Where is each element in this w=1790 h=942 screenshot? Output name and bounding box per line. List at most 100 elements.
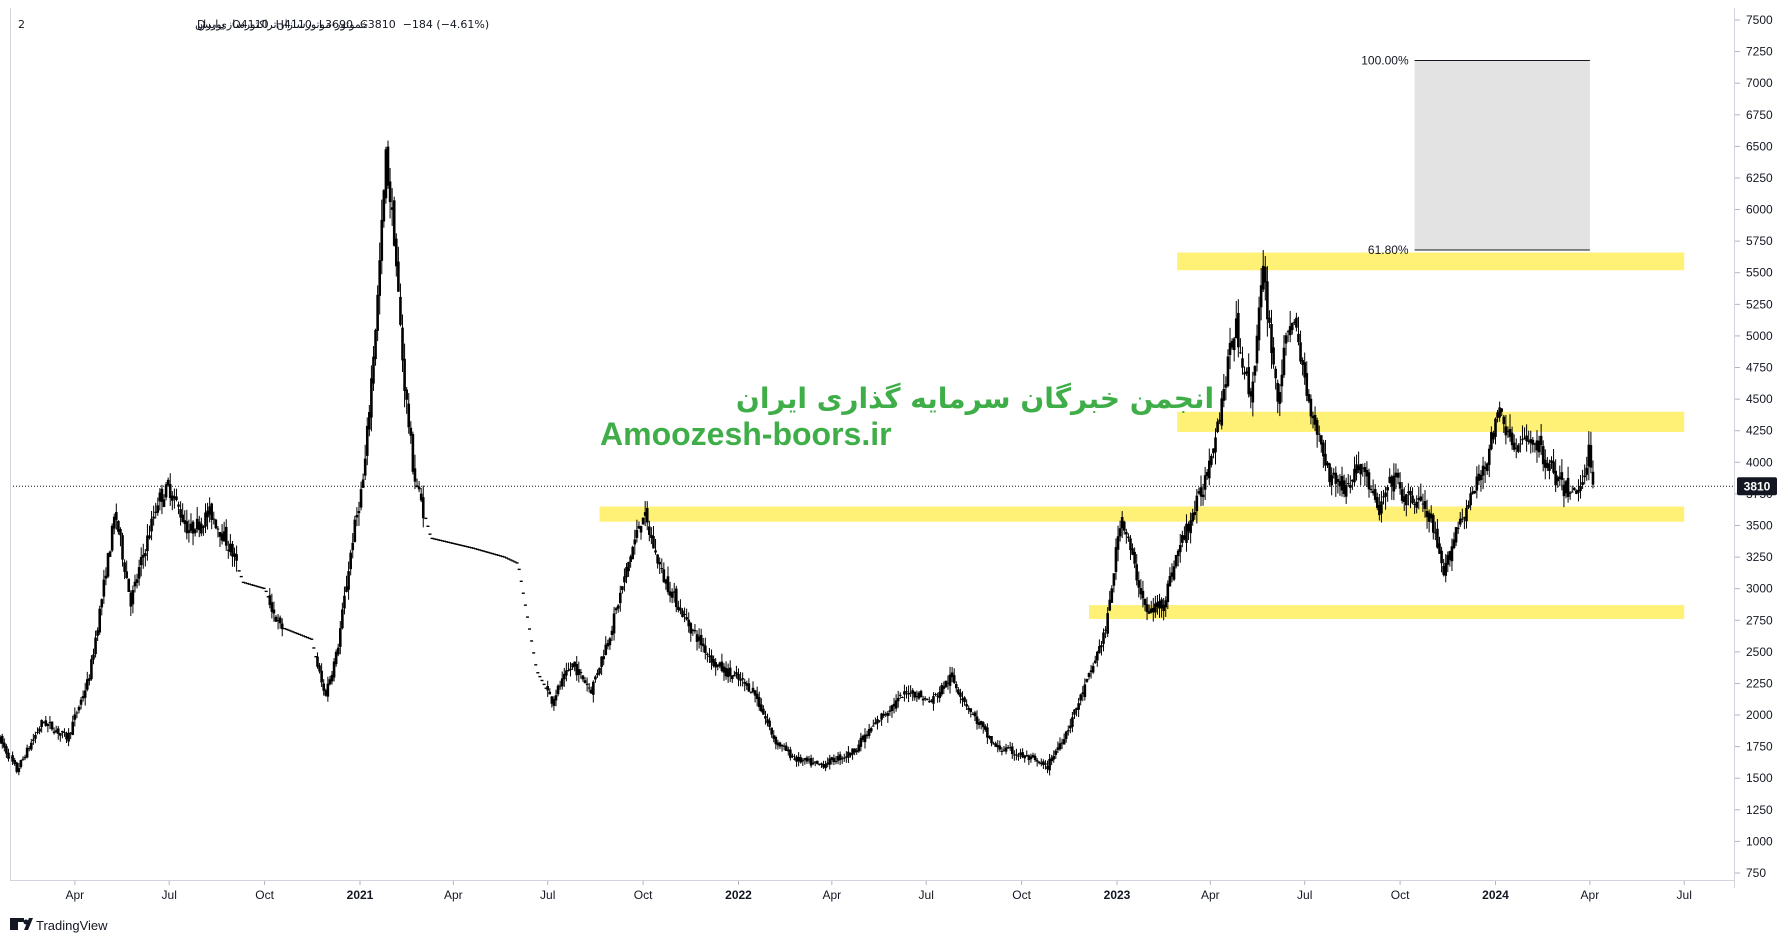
candle: [749, 691, 753, 694]
candle: [1570, 485, 1574, 493]
candle-body: [782, 745, 786, 747]
time-tick-label: 2022: [725, 888, 752, 902]
candle-body: [268, 595, 272, 605]
candle: [1210, 453, 1213, 468]
candle-body: [1382, 496, 1385, 498]
candle: [104, 567, 108, 586]
candle-body: [1500, 408, 1504, 412]
support-resistance-zone[interactable]: [599, 506, 1685, 522]
candle-body: [135, 579, 139, 583]
time-tick-label: Apr: [1201, 888, 1220, 902]
candle-body: [840, 758, 844, 760]
support-resistance-zone[interactable]: [1089, 605, 1685, 619]
candle: [855, 748, 859, 755]
candle: [1492, 430, 1495, 444]
candle: [1402, 487, 1406, 511]
candle-body: [96, 630, 99, 636]
candle: [81, 690, 85, 702]
candle-body: [650, 534, 653, 539]
candle: [807, 755, 811, 764]
candle: [631, 545, 635, 560]
candle-body: [191, 521, 195, 534]
candle: [235, 545, 238, 572]
candle: [1191, 508, 1194, 526]
candle-body: [749, 691, 753, 693]
candle: [770, 727, 773, 738]
candle: [1116, 525, 1120, 562]
candle-body: [384, 149, 388, 199]
candle: [971, 712, 975, 716]
candle-body: [774, 736, 778, 745]
candle: [1125, 528, 1128, 544]
candle-body: [1000, 750, 1004, 752]
support-resistance-zone[interactable]: [1177, 411, 1685, 432]
candle-body: [1539, 435, 1543, 446]
candle-body: [1278, 392, 1282, 404]
candle-body: [1579, 486, 1582, 491]
price-axis[interactable]: 7500 7250 7000 6750 6500 6250 6000 5750 5500 5250…: [1735, 13, 1773, 880]
candle-body: [716, 664, 720, 667]
candle-body: [1133, 551, 1136, 564]
candle: [1568, 491, 1572, 500]
chart-legend[interactable]: 2 خموتور-موتورسازان‌تراکتورسازی‌ایران D …: [18, 18, 489, 31]
candle: [932, 692, 935, 711]
candle: [1423, 490, 1427, 518]
candle-body: [417, 486, 421, 490]
candle: [328, 675, 332, 686]
candle-body: [81, 696, 85, 699]
candle-body: [419, 493, 423, 501]
candle-body: [42, 722, 46, 724]
candle-body: [556, 685, 560, 695]
candle: [822, 760, 825, 769]
candle-body: [1529, 439, 1533, 444]
candle-body: [123, 562, 126, 572]
time-axis[interactable]: Apr Jul Oct 2021 Apr Jul Oct 2022 Apr Jul Oct 2023 A…: [65, 881, 1692, 902]
candle: [129, 590, 133, 617]
candle: [1266, 266, 1269, 337]
candle: [799, 754, 803, 764]
tradingview-brand[interactable]: TradingView: [10, 918, 108, 933]
fib-retracement[interactable]: 100.00% 61.80%: [1361, 53, 1590, 257]
candle-body: [1106, 613, 1109, 634]
candle-body: [1270, 323, 1273, 354]
candle-body: [1102, 632, 1105, 644]
candle: [119, 527, 122, 547]
candle-body: [903, 691, 906, 695]
candle: [1346, 474, 1350, 487]
candle-body: [197, 521, 201, 531]
candle: [206, 502, 209, 530]
candle: [48, 716, 52, 729]
candle: [660, 558, 664, 574]
candle-body: [892, 703, 896, 707]
candle: [1000, 747, 1004, 756]
candle: [1361, 463, 1365, 477]
candle-body: [1521, 439, 1524, 441]
candle-body: [560, 678, 564, 687]
candle: [171, 491, 174, 511]
candle-body: [946, 682, 950, 684]
candle-body: [206, 510, 209, 518]
candle-body: [1315, 420, 1319, 435]
candle: [567, 662, 570, 672]
candle: [786, 746, 790, 756]
candle-body: [861, 735, 865, 740]
candle: [898, 692, 902, 699]
candle: [224, 519, 228, 551]
candle: [948, 666, 952, 694]
candle-body: [990, 736, 993, 744]
candle: [1108, 590, 1112, 612]
candle: [816, 760, 819, 765]
candle-body: [1512, 442, 1516, 450]
candle-body: [1266, 281, 1269, 320]
support-resistance-zone[interactable]: [1177, 252, 1685, 271]
candle: [1454, 527, 1458, 546]
candle: [1278, 383, 1282, 417]
candle-body: [1174, 555, 1178, 567]
candle: [1496, 409, 1499, 423]
candle: [152, 505, 155, 526]
candle: [1197, 487, 1201, 495]
candle: [903, 684, 906, 702]
candle: [110, 523, 114, 553]
candle: [952, 668, 956, 685]
